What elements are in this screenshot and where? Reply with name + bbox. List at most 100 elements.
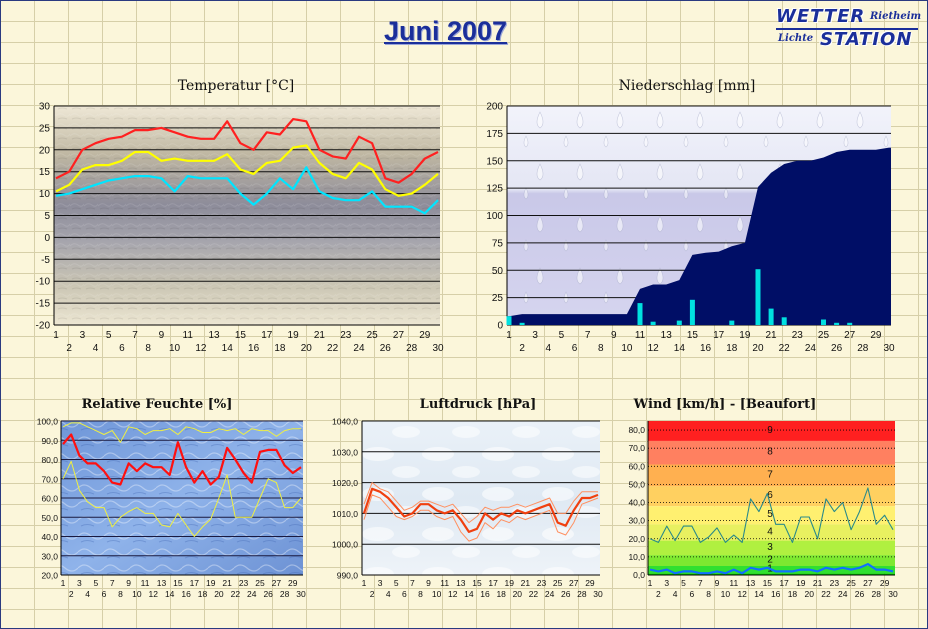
x-tick-label: 29 bbox=[288, 578, 298, 588]
rain-daily-bar bbox=[689, 299, 695, 325]
wind-title: Wind [km/h] - [Beaufort] bbox=[633, 397, 817, 412]
x-tick-label: 14 bbox=[464, 589, 474, 599]
x-tick-label: 7 bbox=[132, 330, 138, 341]
pressure-max-line bbox=[363, 482, 598, 524]
x-tick-label: 5 bbox=[559, 330, 565, 341]
y-tick-label: 30,0 bbox=[628, 516, 645, 526]
beaufort-band bbox=[648, 421, 895, 441]
x-tick-label: 23 bbox=[537, 578, 547, 588]
y-tick-label: 5 bbox=[44, 211, 50, 222]
y-tick-label: 50,0 bbox=[628, 479, 645, 489]
pressure-gridlines bbox=[361, 420, 600, 576]
pressure-plot-texture bbox=[362, 421, 600, 575]
x-tick-label: 4 bbox=[85, 589, 90, 599]
x-tick-label: 16 bbox=[248, 343, 260, 354]
x-tick-label: 22 bbox=[529, 589, 539, 599]
x-tick-label: 6 bbox=[102, 589, 107, 599]
humidity-gridlines bbox=[60, 420, 303, 576]
x-tick-label: 30 bbox=[296, 589, 306, 599]
x-tick-label: 17 bbox=[261, 330, 273, 341]
x-tick-label: 6 bbox=[119, 343, 125, 354]
x-tick-label: 25 bbox=[818, 330, 830, 341]
x-tick-label: 13 bbox=[746, 578, 756, 588]
y-tick-label: 25 bbox=[492, 293, 504, 304]
x-tick-label: 27 bbox=[393, 330, 405, 341]
rain-daily-bar bbox=[768, 308, 774, 325]
rain-daily-bar bbox=[834, 322, 840, 325]
y-tick-label: 0 bbox=[44, 233, 50, 244]
y-tick-label: 1020,0 bbox=[332, 478, 358, 488]
x-tick-label: 1 bbox=[506, 330, 512, 341]
y-tick-label: 150 bbox=[486, 156, 503, 167]
x-tick-label: 22 bbox=[821, 589, 831, 599]
x-tick-label: 3 bbox=[532, 330, 538, 341]
x-tick-label: 18 bbox=[726, 343, 738, 354]
x-tick-label: 21 bbox=[766, 330, 778, 341]
temperature-title: Temperatur [°C] bbox=[178, 78, 295, 94]
x-tick-label: 18 bbox=[274, 343, 286, 354]
x-tick-label: 1 bbox=[61, 578, 66, 588]
x-tick-label: 28 bbox=[577, 589, 587, 599]
x-tick-label: 12 bbox=[737, 589, 747, 599]
x-tick-label: 16 bbox=[700, 343, 712, 354]
rain-daily-bar bbox=[637, 303, 643, 325]
x-tick-label: 12 bbox=[149, 589, 159, 599]
logo-place: Rietheim bbox=[870, 11, 922, 22]
wind-gridlines bbox=[647, 421, 895, 576]
y-tick-label: 75 bbox=[492, 238, 504, 249]
x-tick-label: 10 bbox=[132, 589, 142, 599]
y-tick-label: 40,0 bbox=[41, 532, 58, 542]
x-tick-label: 9 bbox=[426, 578, 431, 588]
x-tick-label: 1 bbox=[648, 578, 653, 588]
x-tick-label: 20 bbox=[752, 343, 764, 354]
pressure-panel: Luftdruck [hPa] 1040,0 1030,0 1020,0 1010,0… bbox=[332, 397, 603, 599]
x-tick-label: 7 bbox=[698, 578, 703, 588]
y-tick-label: 40,0 bbox=[628, 498, 645, 508]
x-tick-label: 9 bbox=[159, 330, 165, 341]
x-tick-label: 16 bbox=[771, 589, 781, 599]
y-tick-label: 15 bbox=[39, 167, 51, 178]
precipitation-title: Niederschlag [mm] bbox=[619, 78, 756, 94]
x-tick-label: 24 bbox=[545, 589, 555, 599]
y-tick-label: -5 bbox=[41, 255, 50, 266]
y-tick-label: 1040,0 bbox=[332, 417, 358, 427]
x-tick-label: 10 bbox=[432, 589, 442, 599]
x-tick-label: 26 bbox=[831, 343, 843, 354]
y-tick-label: 80,0 bbox=[628, 425, 645, 435]
y-tick-label: 80,0 bbox=[41, 455, 58, 465]
x-tick-label: 9 bbox=[126, 578, 131, 588]
x-tick-label: 23 bbox=[239, 578, 249, 588]
x-tick-label: 5 bbox=[93, 578, 98, 588]
x-tick-label: 1 bbox=[362, 578, 367, 588]
y-tick-label: 990,0 bbox=[337, 571, 359, 581]
y-tick-label: 30,0 bbox=[41, 551, 58, 561]
x-tick-label: 14 bbox=[222, 343, 234, 354]
y-tick-label: 10,0 bbox=[628, 552, 645, 562]
temperature-series bbox=[55, 117, 439, 215]
y-tick-label: -20 bbox=[36, 321, 51, 332]
y-tick-label: 1010,0 bbox=[332, 509, 358, 519]
x-tick-label: 6 bbox=[690, 589, 695, 599]
x-tick-label: 28 bbox=[872, 589, 882, 599]
beaufort-label: 3 bbox=[767, 542, 773, 553]
x-tick-label: 28 bbox=[406, 343, 418, 354]
humidity-panel: Relative Feuchte [%] 100,0 90,0 80,0 70,0 60… bbox=[37, 397, 306, 599]
wind-series bbox=[649, 487, 894, 575]
beaufort-label: 4 bbox=[767, 526, 773, 537]
x-tick-label: 19 bbox=[206, 578, 216, 588]
x-tick-label: 2 bbox=[519, 343, 525, 354]
x-tick-label: 12 bbox=[648, 343, 660, 354]
x-tick-label: 17 bbox=[488, 578, 498, 588]
logo-word-station: STATION bbox=[820, 29, 913, 50]
x-tick-label: 20 bbox=[214, 589, 224, 599]
x-tick-label: 24 bbox=[838, 589, 848, 599]
y-tick-label: 125 bbox=[486, 184, 503, 195]
y-tick-label: 1030,0 bbox=[332, 447, 358, 457]
x-tick-label: 24 bbox=[247, 589, 257, 599]
y-tick-label: 90,0 bbox=[41, 436, 58, 446]
x-tick-label: 20 bbox=[804, 589, 814, 599]
x-tick-label: 23 bbox=[830, 578, 840, 588]
beaufort-label: 5 bbox=[767, 509, 773, 520]
x-tick-label: 8 bbox=[598, 343, 604, 354]
